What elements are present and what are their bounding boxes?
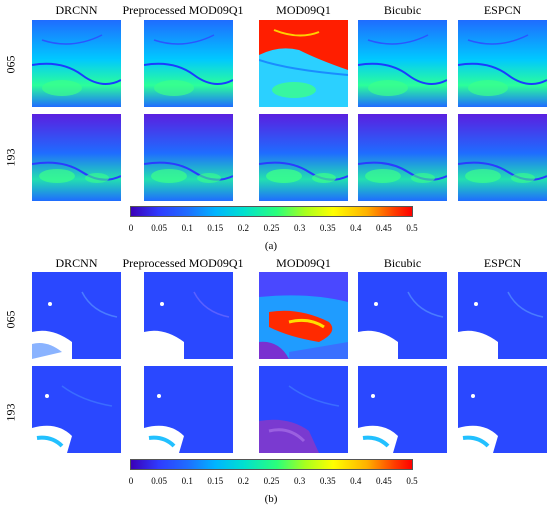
colorbar-tick-label: 0.4 xyxy=(350,476,362,486)
image-a-193-preprocessed xyxy=(144,114,233,201)
row-label-065: 065 xyxy=(3,55,18,74)
colorbar-b xyxy=(130,459,413,470)
colorbar-tick-label: 0.25 xyxy=(263,223,280,233)
image-b-065-espcn xyxy=(458,272,547,359)
column-title-espcn-b: ESPCN xyxy=(483,256,522,270)
image-b-193-mod09q1 xyxy=(259,366,348,453)
row-label-193: 193 xyxy=(3,148,18,167)
colorbar-tick-label: 0.35 xyxy=(319,223,336,233)
colorbar-tick-label: 0.2 xyxy=(237,476,250,486)
colorbar-a xyxy=(130,206,413,217)
column-title-drcnn-b: DRCNN xyxy=(55,256,98,270)
column-title-bicubic-b: Bicubic xyxy=(383,256,422,270)
image-b-193-drcnn xyxy=(32,366,121,453)
colorbar-tick-label: 0.45 xyxy=(376,476,392,486)
image-a-065-bicubic xyxy=(358,20,447,107)
colorbar-tick-label: 0.3 xyxy=(293,223,306,233)
colorbar-tick-label: 0.5 xyxy=(406,223,418,233)
colorbar-tick-label: 0.1 xyxy=(181,223,193,233)
image-a-065-espcn xyxy=(458,20,547,107)
colorbar-tick-label: 0.35 xyxy=(319,476,336,486)
image-b-193-bicubic xyxy=(358,366,447,453)
colorbar-tick-label: 0.45 xyxy=(376,223,392,233)
colorbar-tick-label: 0.05 xyxy=(151,223,167,233)
colorbar-tick-label: 0.25 xyxy=(263,476,280,486)
colorbar-tick-label: 0.4 xyxy=(350,223,362,233)
image-a-065-drcnn xyxy=(32,20,121,107)
colorbar-tick-label: 0.05 xyxy=(151,476,167,486)
column-title-bicubic: Bicubic xyxy=(383,3,422,17)
row-label-065-b: 065 xyxy=(3,310,18,329)
image-a-193-drcnn xyxy=(32,114,121,201)
colorbar-tick-label: 0.5 xyxy=(406,476,418,486)
image-b-065-mod09q1 xyxy=(259,272,348,359)
colorbar-tick-label: 0.15 xyxy=(207,223,224,233)
colorbar-tick-label: 0 xyxy=(128,223,134,233)
image-a-193-espcn xyxy=(458,114,547,201)
image-a-193-mod09q1 xyxy=(259,114,348,201)
colorbar-tick-label: 0.15 xyxy=(207,476,224,486)
colorbar-tick-label: 0.2 xyxy=(237,223,250,233)
colorbar-tick-label: 0 xyxy=(128,476,134,486)
column-title-mod09q1: MOD09Q1 xyxy=(276,3,331,17)
image-a-193-bicubic xyxy=(358,114,447,201)
panel-label-a: (a) xyxy=(264,240,278,252)
column-title-mod09q1-b: MOD09Q1 xyxy=(276,256,331,270)
column-title-drcnn: DRCNN xyxy=(55,3,98,17)
image-b-065-bicubic xyxy=(358,272,447,359)
image-b-193-espcn xyxy=(458,366,547,453)
row-label-193-b: 193 xyxy=(3,403,18,422)
image-a-065-mod09q1 xyxy=(259,20,348,107)
panel-label-b: (b) xyxy=(264,493,278,505)
colorbar-tick-label: 0.1 xyxy=(181,476,193,486)
column-title-preprocessed: Preprocessed MOD09Q1 xyxy=(122,3,244,17)
column-title-espcn: ESPCN xyxy=(483,3,522,17)
image-b-193-preprocessed xyxy=(144,366,233,453)
column-title-preprocessed-b: Preprocessed MOD09Q1 xyxy=(122,256,244,270)
colorbar-tick-label: 0.3 xyxy=(293,476,306,486)
image-b-065-drcnn xyxy=(32,272,121,359)
image-a-065-preprocessed xyxy=(144,20,233,107)
image-b-065-preprocessed xyxy=(144,272,233,359)
